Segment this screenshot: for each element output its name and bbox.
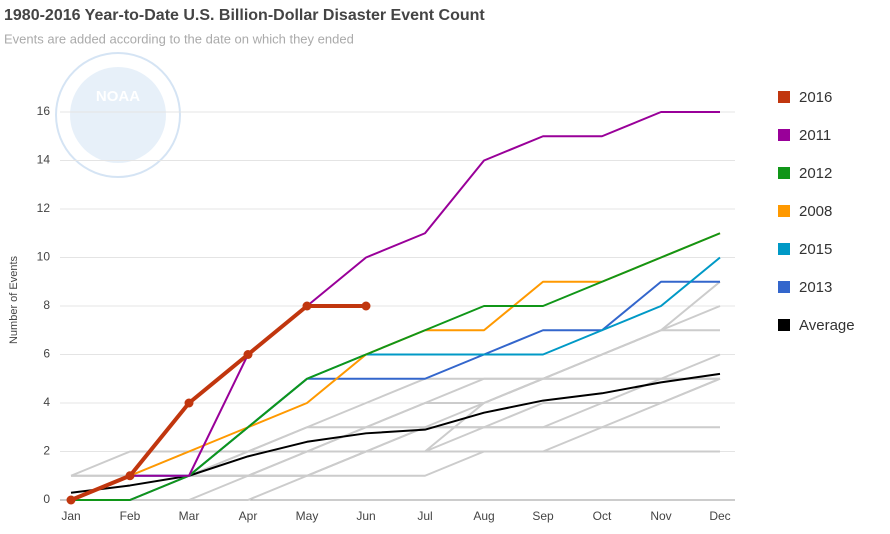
series-line [70,372,721,494]
legend-label: 2012 [799,165,832,182]
logo-disc [70,67,166,163]
y-tick-label: 14 [37,153,51,167]
x-tick-label: Apr [239,509,258,523]
x-tick-label: Jan [61,509,80,523]
legend-swatch [778,281,790,293]
background-line [71,426,720,501]
legend-swatch [778,167,790,179]
x-tick-label: May [296,509,319,523]
y-tick-label: 16 [37,104,51,118]
x-tick-label: Nov [650,509,671,523]
legend-swatch [778,319,790,331]
legend-swatch [778,243,790,255]
x-tick-label: Jul [417,509,432,523]
y-tick-label: 4 [43,395,50,409]
point [361,301,371,311]
series-line [71,232,721,501]
legend-label: 2013 [799,279,832,296]
y-tick-label: 0 [43,492,50,506]
x-tick-label: Oct [593,509,612,523]
legend-label: 2016 [799,89,832,106]
y-axis-label: Number of Events [8,255,20,344]
legend-swatch [778,91,790,103]
legend-label: 2015 [799,241,832,258]
point [184,398,194,408]
series-line [70,111,720,501]
logo-text: NOAA [96,88,140,105]
legend-label: Average [799,317,855,334]
x-tick-label: Jun [356,509,375,523]
point [302,301,312,311]
point [243,350,253,359]
logo: NOAA [55,52,181,178]
x-tick-label: Dec [709,509,730,523]
x-tick-label: Feb [120,509,141,523]
point [125,471,135,481]
background-line [71,450,720,477]
y-tick-label: 2 [43,444,50,458]
series-line [70,304,366,502]
legend-swatch [778,129,790,141]
y-tick-label: 6 [43,347,50,361]
x-tick-label: Aug [473,509,494,523]
x-tick-label: Mar [179,509,200,523]
legend-label: 2011 [799,127,831,144]
background-line [70,353,721,477]
logo-ring [55,52,181,178]
legend-swatch [778,205,790,217]
y-tick-label: 8 [43,298,50,312]
chart-title: 1980-2016 Year-to-Date U.S. Billion-Doll… [4,7,485,24]
chart-subtitle: Events are added according to the date o… [4,31,354,46]
y-tick-label: 12 [37,201,51,215]
y-tick-label: 10 [37,250,51,264]
x-tick-label: Sep [532,509,554,523]
point [66,495,76,505]
legend-label: 2008 [799,203,832,220]
